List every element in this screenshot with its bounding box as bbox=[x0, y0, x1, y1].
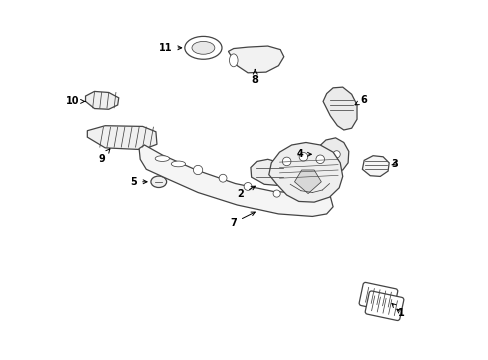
Text: 3: 3 bbox=[390, 159, 397, 169]
Text: 5: 5 bbox=[130, 177, 147, 187]
Text: 1: 1 bbox=[391, 303, 404, 318]
Polygon shape bbox=[87, 126, 157, 150]
Polygon shape bbox=[323, 87, 356, 130]
FancyBboxPatch shape bbox=[365, 291, 403, 320]
FancyBboxPatch shape bbox=[358, 282, 397, 312]
Polygon shape bbox=[250, 159, 286, 185]
Polygon shape bbox=[268, 143, 342, 202]
Text: 6: 6 bbox=[354, 95, 367, 105]
Ellipse shape bbox=[171, 161, 185, 167]
Text: 7: 7 bbox=[230, 212, 255, 228]
Ellipse shape bbox=[219, 174, 226, 182]
Ellipse shape bbox=[332, 151, 340, 158]
Text: 11: 11 bbox=[159, 43, 182, 53]
Text: 2: 2 bbox=[237, 186, 255, 199]
Polygon shape bbox=[228, 46, 283, 73]
Polygon shape bbox=[362, 156, 388, 176]
Ellipse shape bbox=[192, 41, 214, 54]
Ellipse shape bbox=[315, 155, 324, 163]
Ellipse shape bbox=[184, 36, 222, 59]
Polygon shape bbox=[85, 91, 119, 109]
Ellipse shape bbox=[244, 183, 251, 190]
Text: 10: 10 bbox=[66, 96, 85, 107]
Ellipse shape bbox=[151, 176, 166, 188]
Ellipse shape bbox=[282, 157, 290, 166]
Text: 4: 4 bbox=[296, 149, 311, 159]
Polygon shape bbox=[294, 170, 321, 194]
Ellipse shape bbox=[155, 156, 169, 161]
Ellipse shape bbox=[193, 165, 203, 175]
Polygon shape bbox=[315, 138, 348, 171]
Ellipse shape bbox=[272, 190, 280, 197]
Ellipse shape bbox=[299, 153, 307, 161]
Ellipse shape bbox=[229, 54, 238, 67]
Text: 9: 9 bbox=[98, 149, 110, 163]
Text: 8: 8 bbox=[251, 69, 258, 85]
Polygon shape bbox=[139, 145, 332, 216]
